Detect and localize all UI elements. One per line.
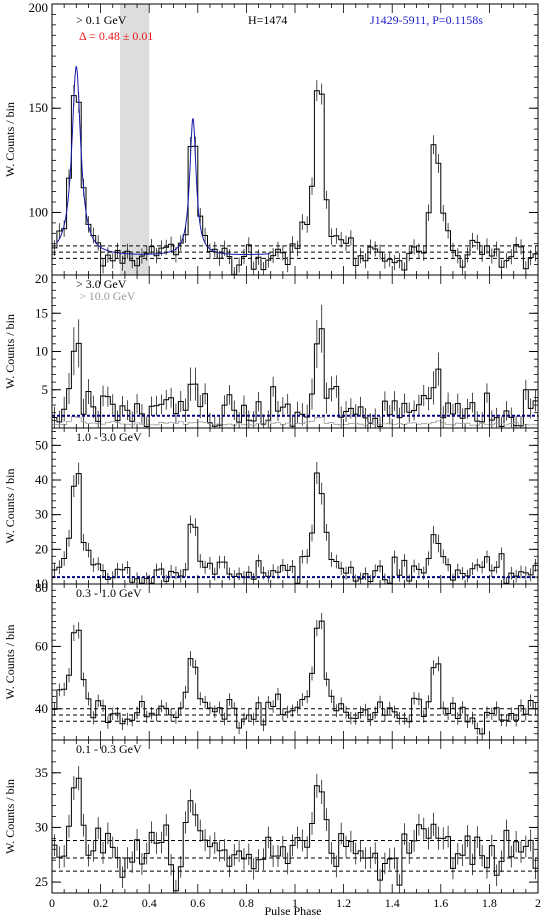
y-tick-label: 20 xyxy=(35,541,48,556)
y-axis-label: W. Counts / bin xyxy=(3,314,17,389)
y-tick-label: 80 xyxy=(35,580,48,595)
y-tick-label: 15 xyxy=(35,305,48,320)
error-bars-panel-5 xyxy=(54,766,536,893)
x-tick-label: 0.4 xyxy=(142,896,157,910)
y-tick-label: 30 xyxy=(35,819,48,834)
energy-band-label: 0.3 - 1.0 GeV xyxy=(76,586,142,600)
x-tick-label: 1.4 xyxy=(385,896,400,910)
x-tick-label: 0.6 xyxy=(190,896,205,910)
plot-layer xyxy=(52,65,538,893)
y-tick-label: 5 xyxy=(42,382,49,397)
y-tick-label: 40 xyxy=(35,472,48,487)
energy-threshold-label: > 0.1 GeV xyxy=(76,13,127,27)
x-tick-label: 1 xyxy=(292,896,298,910)
energy-band-label: 0.1 - 0.3 GeV xyxy=(76,742,142,756)
y-tick-label: 50 xyxy=(35,437,48,452)
histogram-panel-3 xyxy=(52,472,538,584)
y-axis-label: W. Counts / bin xyxy=(3,779,17,854)
x-tick-label: 0.8 xyxy=(239,896,254,910)
x-tick-label: 1.8 xyxy=(482,896,497,910)
pulsar-label: J1429-5911, P=0.1158s xyxy=(370,13,483,27)
x-tick-label: 0.2 xyxy=(93,896,108,910)
y-tick-label: 25 xyxy=(35,874,48,889)
y-tick-label: 10 xyxy=(35,344,48,359)
h-test-label: H=1474 xyxy=(248,13,287,27)
secondary-energy-label: > 10.0 GeV xyxy=(79,289,136,303)
x-axis-label: Pulse Phase xyxy=(265,904,322,918)
histogram-panel-2 xyxy=(52,328,538,427)
y-tick-label: 150 xyxy=(29,100,49,115)
y-tick-label: 40 xyxy=(35,701,48,716)
y-tick-label: 60 xyxy=(35,638,48,653)
error-bars-panel-2 xyxy=(54,304,536,428)
error-bars-panel-4 xyxy=(54,612,536,740)
energy-band-label: > 3.0 GeV xyxy=(76,277,127,291)
y-axis-label: W. Counts / bin xyxy=(3,102,17,177)
energy-band-label: 1.0 - 3.0 GeV xyxy=(76,430,142,444)
y-axis-label: W. Counts / bin xyxy=(3,469,17,544)
y-tick-label: 30 xyxy=(35,507,48,522)
error-bars-panel-3 xyxy=(54,462,536,584)
histogram-panel-1 xyxy=(52,90,538,276)
text-layer: > 0.1 GeV H=1474 J1429-5911, P=0.1158s Δ… xyxy=(3,0,541,918)
x-tick-label: 1.6 xyxy=(433,896,448,910)
panel-frame-3 xyxy=(51,427,539,585)
x-tick-label: 0 xyxy=(49,896,55,910)
histogram-panel-5 xyxy=(52,777,538,892)
axes-layer xyxy=(51,3,539,894)
off-pulse-band xyxy=(120,4,150,275)
histogram-panel-4 xyxy=(52,620,538,735)
y-tick-label: 35 xyxy=(35,765,48,780)
y-tick-label: 20 xyxy=(35,271,48,286)
x-tick-label: 2 xyxy=(535,896,541,910)
y-axis-label: W. Counts / bin xyxy=(3,625,17,700)
fit-curve xyxy=(56,65,271,255)
band-layer xyxy=(120,4,150,275)
y-tick-label: 100 xyxy=(29,204,49,219)
y-tick-label: 200 xyxy=(29,0,49,15)
y-tick-label: 10 xyxy=(35,576,48,591)
x-tick-label: 1.2 xyxy=(336,896,351,910)
delta-label: Δ = 0.48 ± 0.01 xyxy=(79,29,153,43)
